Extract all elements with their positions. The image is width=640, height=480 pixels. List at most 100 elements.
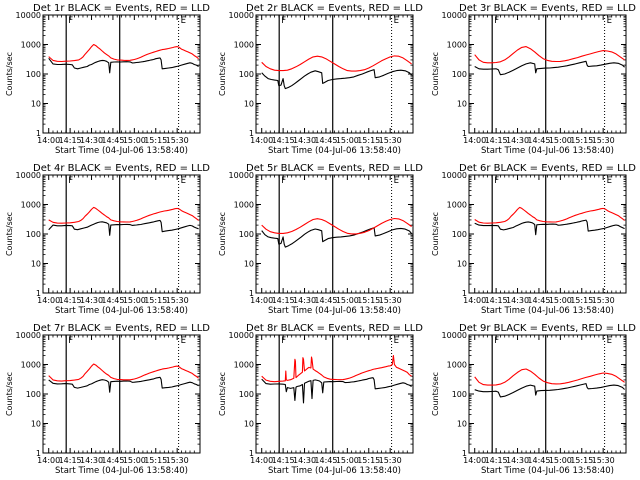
y-tick-label: 10 [244,100,254,109]
x-tick-label: 14:30 [293,296,316,305]
y-axis-label: Counts/sec [5,52,14,96]
detector-panel-7: Det 7r BLACK = Events, RED = LLD 1 10 100 10… [5,323,210,476]
events-series-line [261,227,413,248]
y-axis-label: Counts/sec [218,52,227,96]
lld-series-line [261,355,412,383]
x-tick-label: 15:15 [357,296,380,305]
y-tick-label: 1 [36,449,41,458]
y-tick-label: 10 [457,260,467,269]
x-tick-label: 14:30 [80,296,103,305]
y-tick-label: 100 [239,230,254,239]
x-tick-label: 15:00 [123,296,146,305]
x-tick-label: 15:00 [123,456,146,465]
lld-series-line [474,46,625,64]
marker-label: F [494,176,499,186]
events-series-line [261,69,413,90]
events-series-line [474,219,625,236]
x-tick-label: 14:00 [463,296,486,305]
y-axis-label: Counts/sec [5,372,14,416]
detector-panel-6: Det 6r BLACK = Events, RED = LLD 1 10 100 10… [431,163,636,316]
marker-label: E [181,16,186,26]
x-tick-label: 14:00 [37,136,60,145]
y-tick-label: 1 [462,289,467,298]
y-tick-label: 1000 [21,361,41,370]
x-tick-label: 14:15 [59,136,82,145]
marker-label: E [181,176,186,186]
chart-title: Det 8r BLACK = Events, RED = LLD [246,323,423,334]
x-tick-label: 14:30 [506,456,529,465]
marker-label: E [394,336,399,346]
x-tick-label: 14:30 [506,136,529,145]
x-axis-label: Start Time (04-Jul-06 13:58:40) [55,306,188,316]
detector-panel-5: Det 5r BLACK = Events, RED = LLD 1 10 100 10… [218,163,423,316]
x-tick-label: 15:30 [379,136,402,145]
y-tick-label: 10000 [442,11,467,20]
x-tick-label: 14:30 [293,136,316,145]
events-series-line [48,376,199,393]
marker-label: F [494,336,499,346]
x-tick-label: 15:30 [379,456,402,465]
chart-title: Det 4r BLACK = Events, RED = LLD [33,163,210,174]
x-tick-label: 15:15 [570,456,593,465]
x-tick-label: 15:30 [166,136,189,145]
y-tick-label: 10000 [442,171,467,180]
lld-series-line [261,217,412,235]
y-tick-label: 10000 [442,331,467,340]
y-tick-label: 1000 [447,201,467,210]
y-tick-label: 100 [26,390,41,399]
x-tick-label: 14:00 [463,456,486,465]
y-axis-label: Counts/sec [431,52,440,96]
x-tick-label: 14:45 [314,296,337,305]
y-tick-label: 1 [36,289,41,298]
y-tick-label: 100 [452,70,467,79]
x-tick-label: 15:15 [357,136,380,145]
x-tick-label: 14:30 [80,136,103,145]
x-tick-label: 14:00 [37,456,60,465]
x-tick-label: 14:15 [59,296,82,305]
x-axis-label: Start Time (04-Jul-06 13:58:40) [55,466,188,476]
x-tick-label: 15:15 [570,136,593,145]
marker-label: F [281,16,286,26]
x-axis-label: Start Time (04-Jul-06 13:58:40) [481,146,614,156]
y-tick-label: 10000 [229,171,254,180]
x-axis-label: Start Time (04-Jul-06 13:58:40) [268,146,401,156]
y-tick-label: 1 [249,449,254,458]
x-tick-label: 14:00 [250,136,273,145]
detector-panel-4: Det 4r BLACK = Events, RED = LLD 1 10 100 10… [5,163,210,316]
y-axis-label: Counts/sec [218,372,227,416]
chart-title: Det 7r BLACK = Events, RED = LLD [33,323,210,334]
events-series-line [474,383,625,398]
x-tick-label: 15:30 [379,296,402,305]
x-tick-label: 14:30 [293,456,316,465]
events-series-line [261,377,412,404]
lld-series-line [474,206,625,224]
x-axis-label: Start Time (04-Jul-06 13:58:40) [268,466,401,476]
x-tick-label: 14:15 [272,136,295,145]
lld-series-line [48,206,199,224]
detector-panel-2: Det 2r BLACK = Events, RED = LLD 1 10 100 10… [218,3,423,156]
y-tick-label: 100 [452,230,467,239]
marker-label: E [607,176,612,186]
x-tick-label: 14:15 [272,296,295,305]
x-tick-label: 14:30 [80,456,103,465]
lld-series-line [474,368,625,386]
x-tick-label: 15:30 [592,296,615,305]
y-tick-label: 1 [249,289,254,298]
x-tick-label: 15:15 [144,456,167,465]
marker-label: E [394,16,399,26]
marker-label: E [607,16,612,26]
x-tick-label: 15:30 [592,456,615,465]
chart-title: Det 3r BLACK = Events, RED = LLD [459,3,636,14]
y-tick-label: 10000 [229,331,254,340]
y-tick-label: 10 [244,260,254,269]
chart-title: Det 6r BLACK = Events, RED = LLD [459,163,636,174]
x-tick-label: 14:15 [485,136,508,145]
y-tick-label: 10000 [229,11,254,20]
x-tick-label: 15:00 [336,136,359,145]
marker-label: F [68,176,73,186]
y-tick-label: 10 [31,100,41,109]
y-tick-label: 1 [462,129,467,138]
y-tick-label: 10 [31,260,41,269]
x-tick-label: 15:00 [123,136,146,145]
y-tick-label: 1000 [234,201,254,210]
